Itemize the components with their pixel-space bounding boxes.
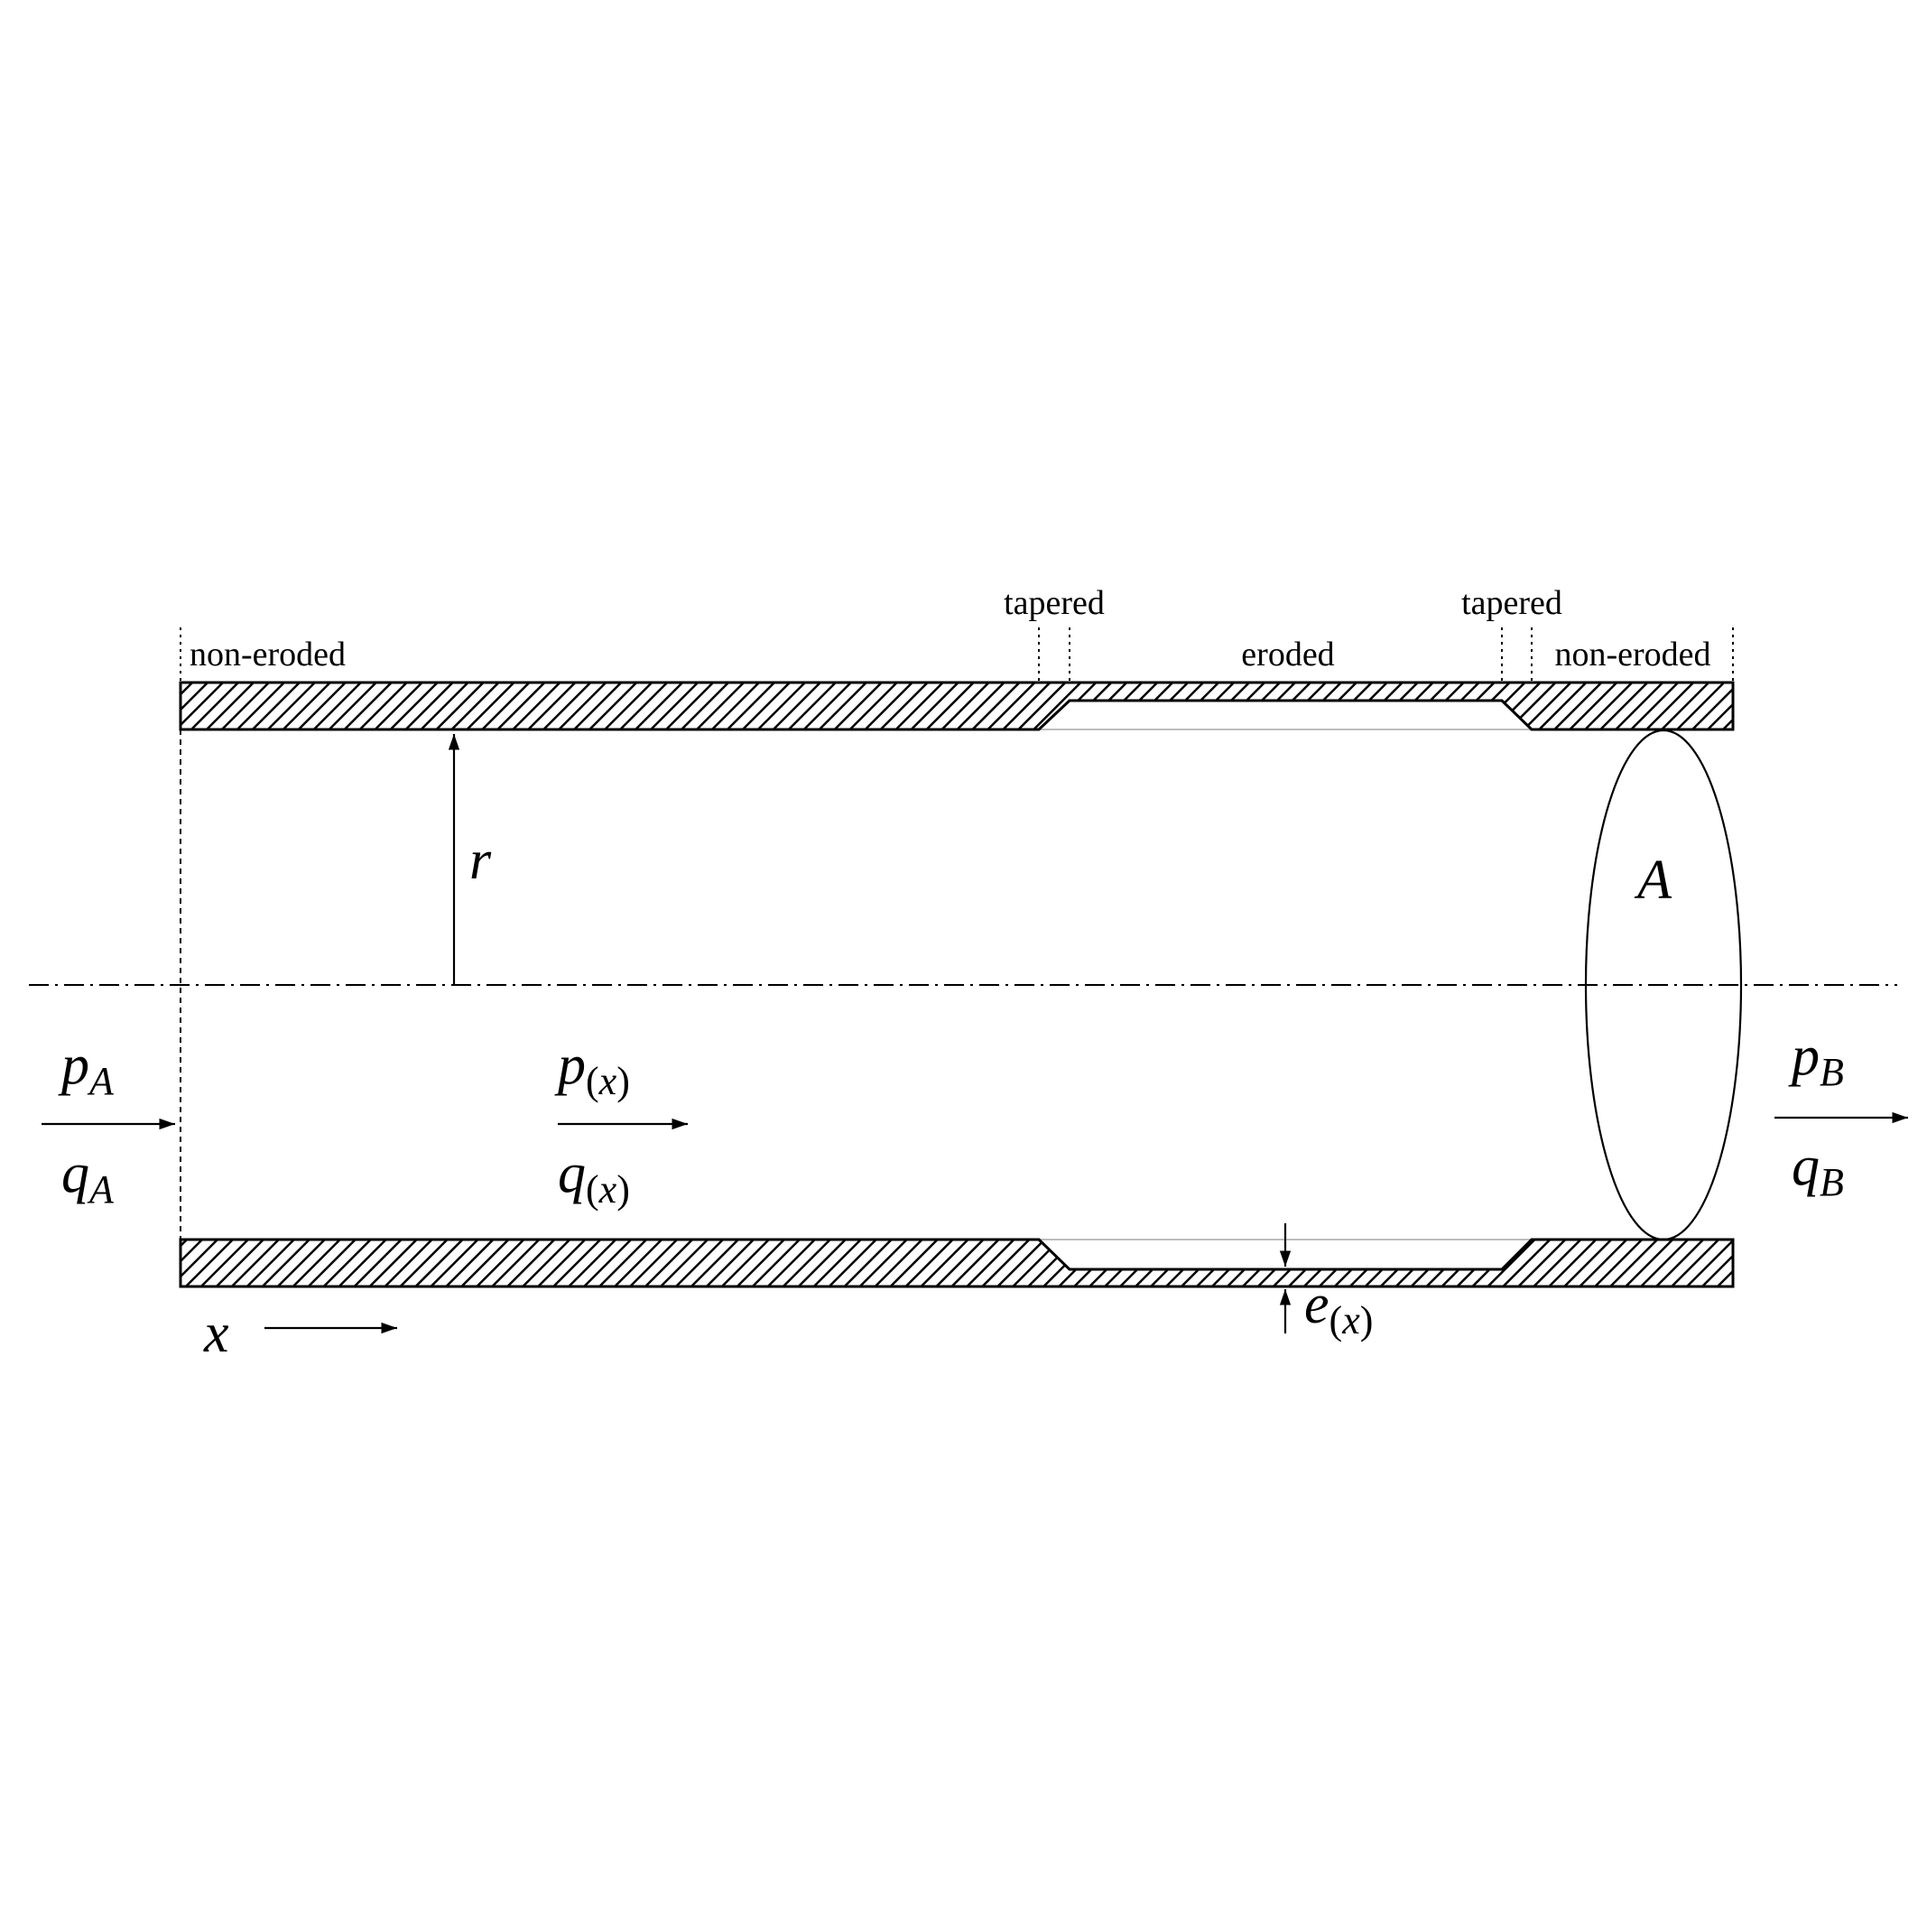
- outlet-flow-label: qB: [1792, 1136, 1844, 1204]
- area-symbol: A: [1634, 850, 1672, 911]
- zone-label-tapered-1: tapered: [1004, 584, 1105, 622]
- inlet-pressure-label: pA: [58, 1035, 115, 1103]
- pipe-wall-bottom: [179, 1238, 1735, 1288]
- axial-symbol: x: [203, 1303, 229, 1364]
- erosion-depth-label: e(x): [1304, 1274, 1373, 1342]
- cross-section-ellipse: [1584, 729, 1743, 1241]
- local-pressure-label: p(x): [554, 1035, 630, 1103]
- outlet-pressure-label: pB: [1788, 1026, 1844, 1094]
- zone-label-eroded: eroded: [1241, 636, 1334, 673]
- local-flow-label: q(x): [558, 1143, 630, 1212]
- zone-label-right-non-eroded: non-eroded: [1554, 636, 1710, 673]
- inlet-flow-label: qA: [61, 1143, 115, 1212]
- zone-label-left-non-eroded: non-eroded: [190, 636, 346, 673]
- pipe-wall-top: [179, 681, 1735, 731]
- radius-symbol: r: [469, 830, 492, 891]
- zone-label-tapered-2: tapered: [1461, 584, 1562, 622]
